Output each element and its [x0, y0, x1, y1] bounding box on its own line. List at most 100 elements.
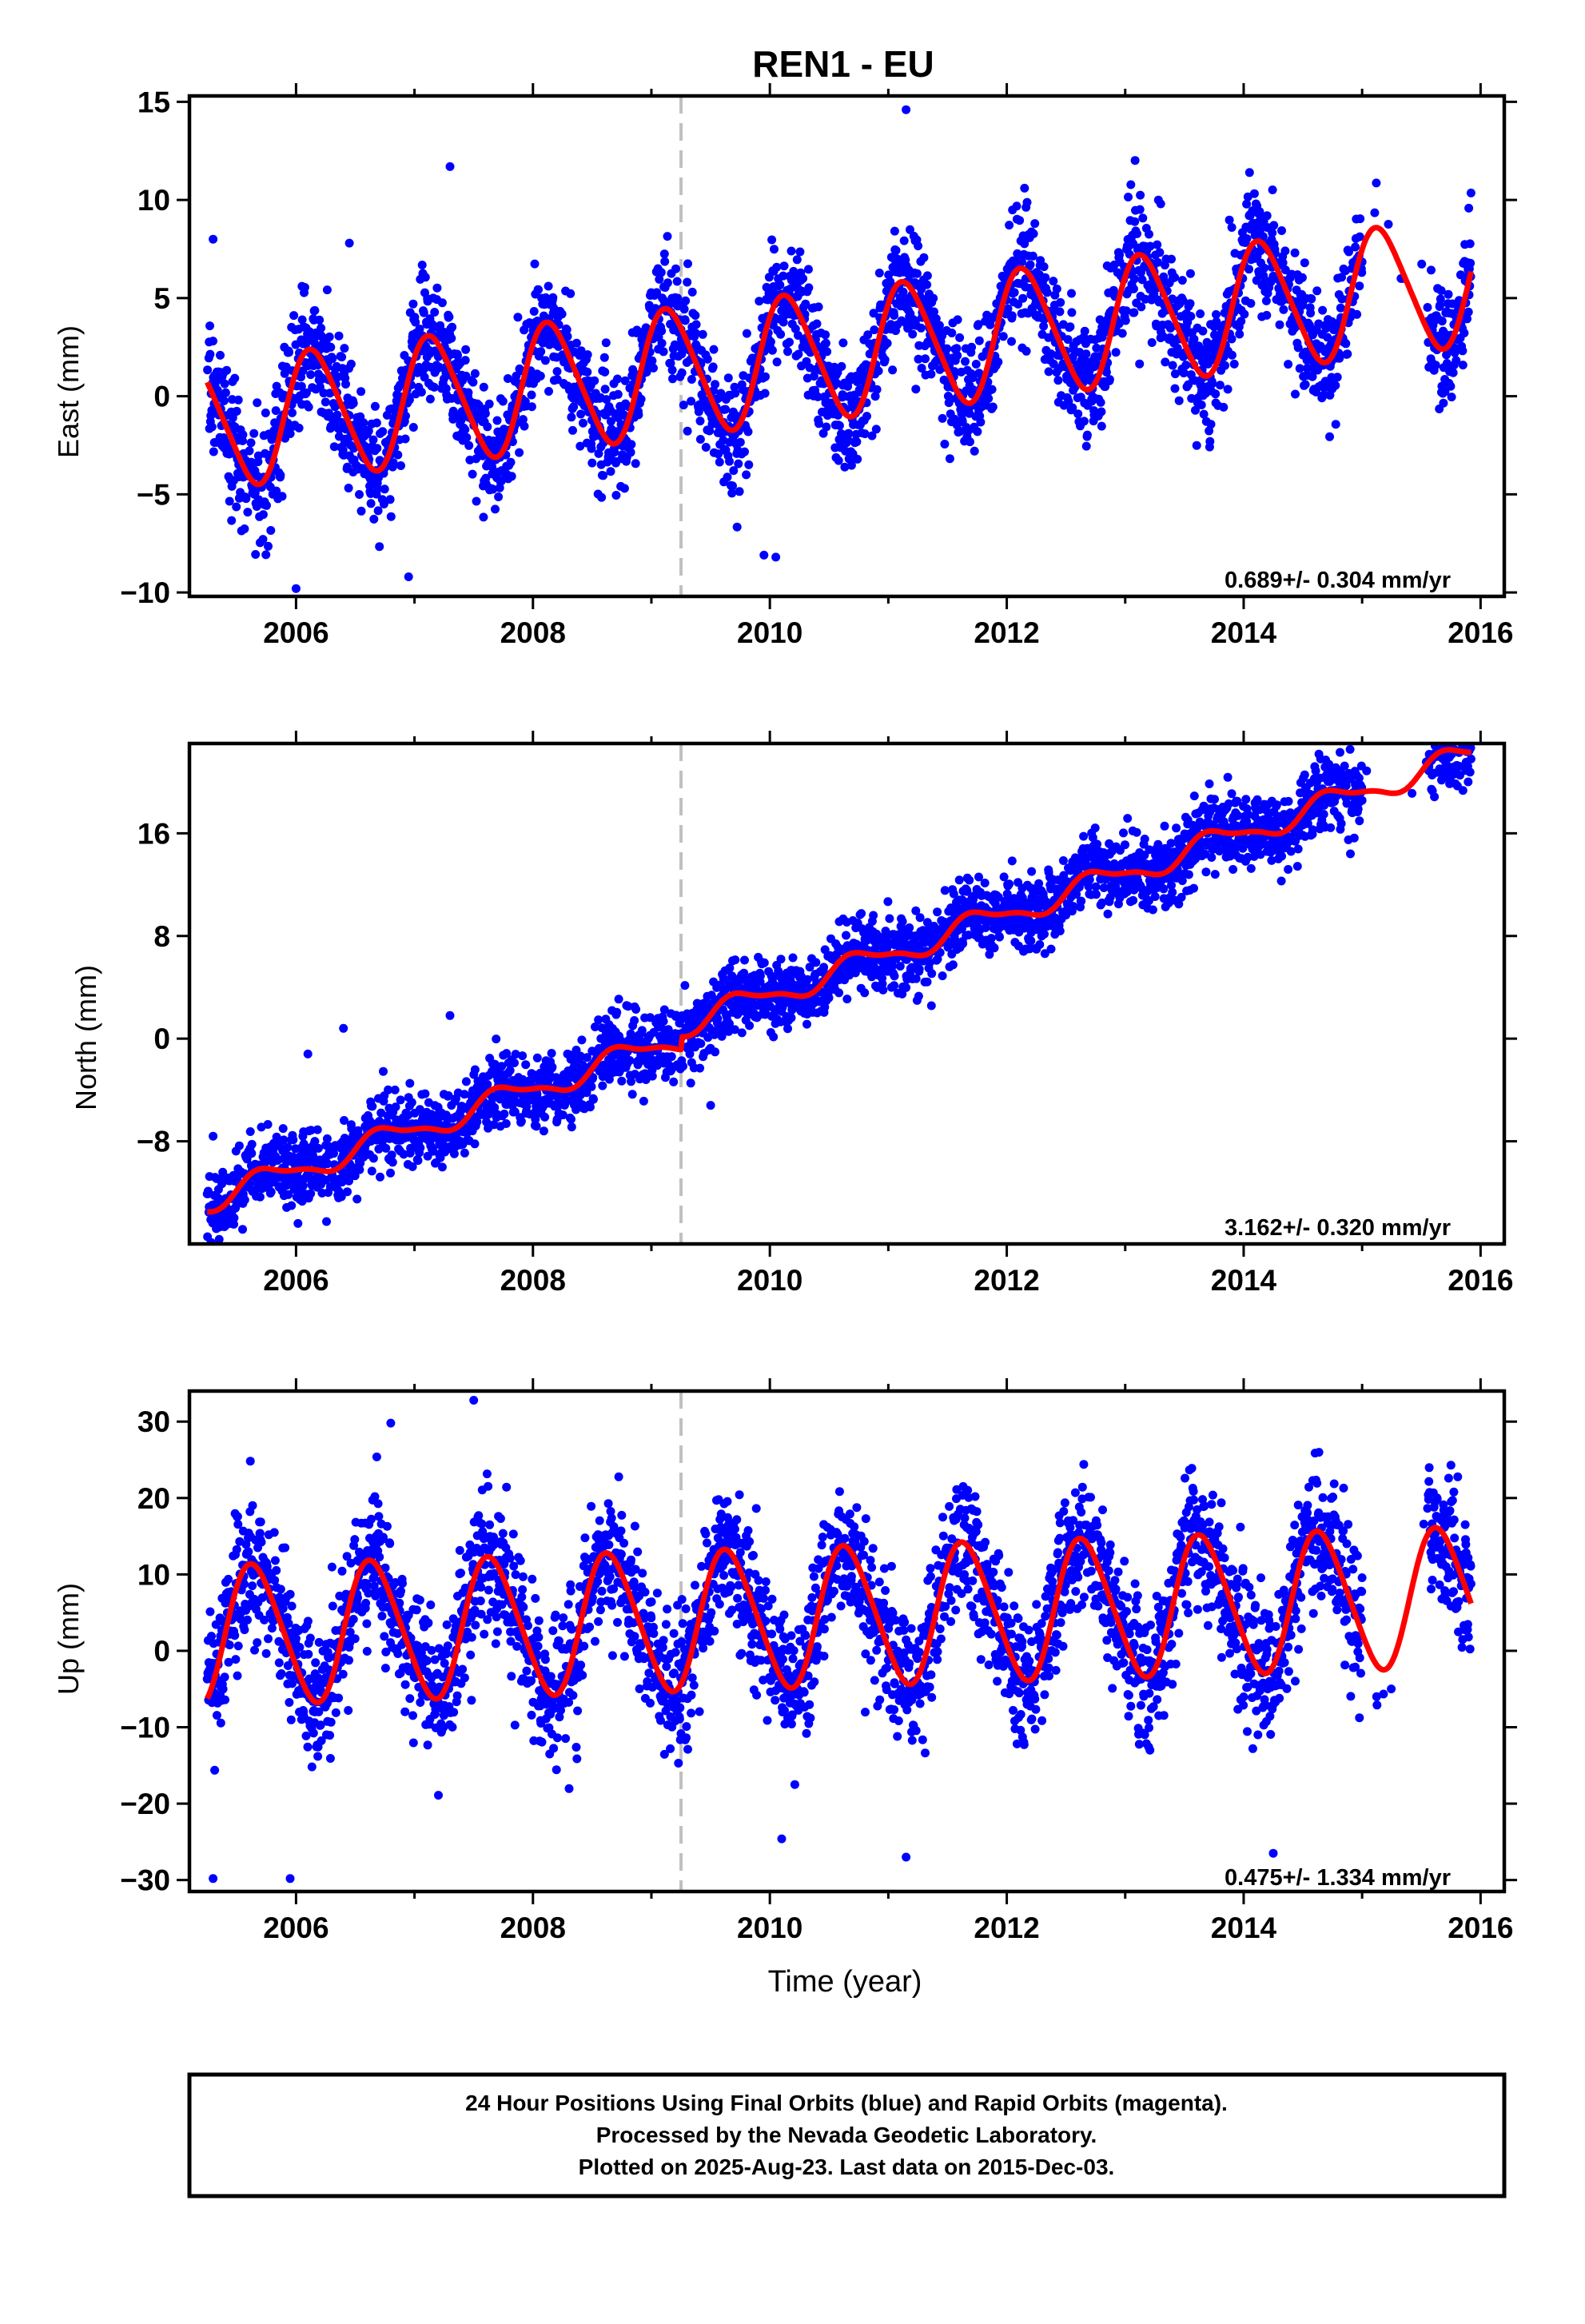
east-point: [813, 320, 822, 329]
east-point: [1276, 321, 1284, 329]
north-point: [857, 909, 866, 918]
east-point: [917, 324, 926, 333]
east-point: [222, 366, 231, 375]
north-point: [955, 875, 964, 884]
east-point: [735, 487, 744, 496]
north-point: [938, 971, 947, 980]
east-point: [438, 298, 447, 307]
east-point: [631, 459, 640, 468]
east-point: [447, 334, 456, 343]
east-point: [1467, 189, 1475, 197]
north-point: [279, 1124, 288, 1133]
east-point: [1112, 348, 1121, 357]
east-point: [734, 460, 743, 468]
east-point: [340, 344, 348, 353]
east-point: [874, 367, 883, 376]
east-point: [1279, 305, 1288, 314]
north-point: [517, 1117, 526, 1126]
north-point: [740, 956, 749, 965]
north-point: [598, 1082, 607, 1090]
east-point: [953, 351, 962, 360]
east-point: [946, 454, 954, 463]
north-point: [217, 1274, 226, 1282]
east-point: [699, 330, 707, 339]
east-point: [1230, 360, 1239, 369]
east-point: [266, 526, 275, 535]
east-point: [1097, 422, 1106, 431]
north-point: [885, 915, 894, 923]
east-point: [1186, 269, 1195, 278]
east-point: [337, 353, 346, 361]
east-point: [761, 389, 770, 398]
north-plot-area: [203, 704, 1475, 1282]
north-y-axis-label: North (mm): [70, 965, 102, 1110]
east-point: [289, 311, 298, 320]
east-point: [1073, 409, 1082, 418]
east-point: [725, 457, 734, 466]
east-rate-label: 0.689+/- 0.304 mm/yr: [1225, 568, 1451, 593]
east-point: [1449, 369, 1458, 377]
east-outlier-point: [902, 106, 910, 114]
north-point: [235, 1142, 244, 1150]
east-point: [961, 357, 970, 366]
north-point: [777, 955, 786, 963]
east-point: [1045, 367, 1053, 376]
east-point: [1145, 230, 1153, 239]
east-point: [1170, 273, 1179, 282]
east-point: [444, 313, 453, 321]
east-point: [702, 443, 711, 452]
east-point: [679, 401, 688, 409]
east-point: [1352, 310, 1361, 319]
east-point: [681, 297, 690, 305]
north-point: [760, 959, 769, 967]
east-point: [1022, 347, 1031, 356]
east-point: [770, 245, 779, 253]
east-point: [1198, 327, 1207, 336]
north-point: [510, 1058, 519, 1067]
east-point: [1155, 248, 1164, 257]
east-point: [1444, 290, 1453, 299]
east-point: [1153, 241, 1161, 249]
east-point: [1193, 441, 1201, 450]
north-point: [860, 988, 869, 997]
east-point: [1269, 221, 1278, 229]
east-point: [1307, 294, 1316, 303]
east-point: [1436, 295, 1445, 304]
east-y-tick-label: 0: [153, 381, 170, 413]
east-point: [911, 385, 920, 393]
east-point: [1129, 285, 1138, 293]
east-y-tick-label: −5: [137, 478, 170, 511]
east-point: [387, 512, 396, 521]
east-point: [954, 315, 962, 324]
east-point: [1043, 288, 1052, 297]
east-point: [795, 248, 804, 257]
east-point: [913, 269, 922, 278]
east-point: [232, 503, 241, 512]
east-point: [602, 338, 611, 347]
east-point: [1427, 265, 1436, 274]
east-point: [862, 412, 871, 421]
north-point: [878, 986, 887, 995]
east-point: [1221, 361, 1229, 370]
east-point: [1235, 330, 1244, 339]
east-point: [553, 367, 562, 376]
east-point: [1040, 262, 1049, 271]
north-point: [313, 1126, 322, 1134]
east-point: [1343, 349, 1352, 358]
north-point: [396, 1095, 405, 1104]
north-point: [408, 1098, 416, 1107]
east-point: [657, 327, 666, 336]
east-point: [1067, 289, 1076, 298]
east-point: [544, 282, 553, 291]
north-point: [783, 1024, 792, 1033]
east-point: [590, 377, 599, 385]
east-point: [499, 397, 508, 406]
east-outlier-point: [1020, 184, 1029, 193]
east-point: [634, 410, 643, 419]
north-point: [533, 1054, 542, 1062]
east-point: [386, 495, 395, 504]
east-point: [1178, 276, 1187, 285]
east-point: [1284, 360, 1292, 369]
east-point: [1355, 281, 1364, 290]
